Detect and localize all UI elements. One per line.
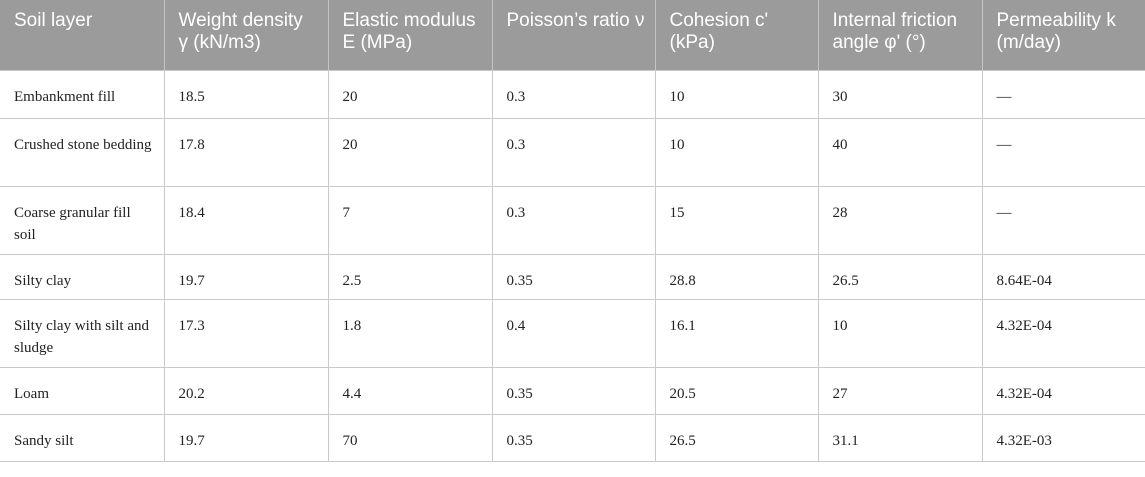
cell-cohesion: 28.8: [654, 253, 819, 300]
cell-permeability: —: [981, 185, 1145, 255]
cell-elastic-modulus: 2.5: [327, 253, 493, 300]
header-weight-density: Weight density γ (kN/m3): [163, 0, 329, 70]
cell-soil-layer: Sandy silt: [0, 413, 165, 462]
header-soil-layer: Soil layer: [0, 0, 165, 70]
table-row: Crushed stone bedding 17.8 20 0.3 10 40 …: [0, 117, 1145, 187]
cell-poissons-ratio: 0.3: [491, 117, 656, 187]
cell-friction-angle: 31.1: [817, 413, 983, 462]
cell-elastic-modulus: 7: [327, 185, 493, 255]
cell-poissons-ratio: 0.35: [491, 366, 656, 415]
cell-friction-angle: 30: [817, 69, 983, 119]
cell-cohesion: 10: [654, 69, 819, 119]
cell-poissons-ratio: 0.4: [491, 298, 656, 368]
header-elastic-modulus: Elastic modulus E (MPa): [327, 0, 493, 70]
cell-poissons-ratio: 0.3: [491, 185, 656, 255]
cell-weight-density: 19.7: [163, 413, 329, 462]
cell-cohesion: 26.5: [654, 413, 819, 462]
cell-poissons-ratio: 0.35: [491, 253, 656, 300]
cell-permeability: —: [981, 69, 1145, 119]
header-poissons-ratio: Poisson’s ratio ν: [491, 0, 656, 70]
cell-elastic-modulus: 70: [327, 413, 493, 462]
cell-elastic-modulus: 1.8: [327, 298, 493, 368]
cell-weight-density: 17.8: [163, 117, 329, 187]
table-row: Silty clay 19.7 2.5 0.35 28.8 26.5 8.64E…: [0, 253, 1145, 300]
cell-poissons-ratio: 0.35: [491, 413, 656, 462]
soil-parameters-table: Soil layer Weight density γ (kN/m3) Elas…: [0, 0, 1145, 462]
cell-weight-density: 17.3: [163, 298, 329, 368]
table-row: Loam 20.2 4.4 0.35 20.5 27 4.32E-04: [0, 366, 1145, 415]
cell-soil-layer: Crushed stone bedding: [0, 117, 165, 187]
header-row: Soil layer Weight density γ (kN/m3) Elas…: [0, 0, 1145, 70]
table-row: Coarse granular fill soil 18.4 7 0.3 15 …: [0, 185, 1145, 255]
cell-cohesion: 20.5: [654, 366, 819, 415]
cell-weight-density: 18.4: [163, 185, 329, 255]
cell-friction-angle: 27: [817, 366, 983, 415]
header-friction-angle: Internal friction angle φ' (°): [817, 0, 983, 70]
cell-soil-layer: Loam: [0, 366, 165, 415]
cell-soil-layer: Silty clay with silt and sludge: [0, 298, 165, 368]
cell-cohesion: 10: [654, 117, 819, 187]
table-body: Embankment fill 18.5 20 0.3 10 30 — Crus…: [0, 69, 1145, 462]
cell-cohesion: 16.1: [654, 298, 819, 368]
table-row: Embankment fill 18.5 20 0.3 10 30 —: [0, 69, 1145, 119]
header-permeability: Permeability k (m/day): [981, 0, 1145, 70]
cell-friction-angle: 10: [817, 298, 983, 368]
cell-permeability: —: [981, 117, 1145, 187]
header-cohesion: Cohesion c' (kPa): [654, 0, 819, 70]
cell-elastic-modulus: 4.4: [327, 366, 493, 415]
cell-soil-layer: Silty clay: [0, 253, 165, 300]
cell-friction-angle: 26.5: [817, 253, 983, 300]
cell-elastic-modulus: 20: [327, 117, 493, 187]
cell-weight-density: 19.7: [163, 253, 329, 300]
cell-weight-density: 18.5: [163, 69, 329, 119]
cell-permeability: 4.32E-04: [981, 366, 1145, 415]
table-header: Soil layer Weight density γ (kN/m3) Elas…: [0, 0, 1145, 70]
cell-permeability: 4.32E-03: [981, 413, 1145, 462]
cell-weight-density: 20.2: [163, 366, 329, 415]
table-row: Silty clay with silt and sludge 17.3 1.8…: [0, 298, 1145, 368]
cell-cohesion: 15: [654, 185, 819, 255]
cell-poissons-ratio: 0.3: [491, 69, 656, 119]
table-row: Sandy silt 19.7 70 0.35 26.5 31.1 4.32E-…: [0, 413, 1145, 462]
cell-friction-angle: 40: [817, 117, 983, 187]
cell-permeability: 8.64E-04: [981, 253, 1145, 300]
cell-elastic-modulus: 20: [327, 69, 493, 119]
cell-soil-layer: Embankment fill: [0, 69, 165, 119]
cell-friction-angle: 28: [817, 185, 983, 255]
cell-soil-layer: Coarse granular fill soil: [0, 185, 165, 255]
cell-permeability: 4.32E-04: [981, 298, 1145, 368]
